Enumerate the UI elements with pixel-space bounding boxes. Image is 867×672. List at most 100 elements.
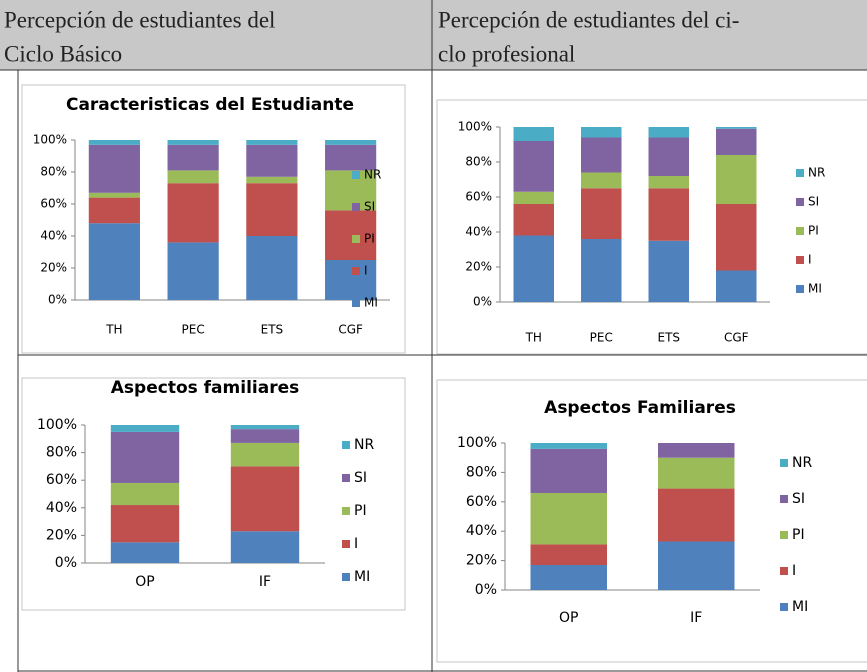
bar-segment — [167, 183, 219, 243]
x-tick-label: TH — [525, 331, 542, 345]
bar-segment — [167, 170, 219, 184]
bar-segment — [581, 172, 622, 189]
bar-segment — [88, 144, 140, 193]
bar-segment — [581, 127, 622, 138]
legend-swatch — [780, 459, 788, 467]
legend-swatch — [352, 235, 360, 243]
y-tick-label: 0% — [55, 555, 77, 571]
bar-segment — [716, 204, 757, 271]
y-tick-label: 40% — [46, 500, 77, 516]
legend-label: MI — [792, 599, 808, 615]
y-tick-label: 40% — [40, 229, 67, 243]
chart-frame — [436, 379, 867, 663]
legend-swatch — [342, 573, 350, 581]
bar-segment — [648, 127, 689, 138]
x-tick-label: ETS — [657, 331, 680, 345]
header-text: Percepción de estudiantes del — [4, 7, 275, 32]
x-tick-label: IF — [259, 574, 271, 590]
header-text: clo profesional — [438, 41, 575, 66]
legend-swatch — [342, 540, 350, 548]
bar-segment — [648, 188, 689, 241]
y-tick-label: 100% — [458, 120, 492, 134]
bar-segment — [513, 127, 554, 141]
x-tick-label: TH — [105, 323, 122, 337]
legend-label: MI — [808, 282, 822, 296]
bar-segment — [246, 144, 298, 177]
bar-segment — [716, 127, 757, 129]
legend-label: I — [808, 253, 812, 267]
bar-segment — [246, 183, 298, 236]
bar-segment — [658, 457, 735, 489]
legend-label: I — [792, 563, 796, 579]
legend-swatch — [796, 169, 804, 177]
bar-segment — [530, 492, 607, 545]
x-tick-label: IF — [690, 610, 702, 626]
legend-label: I — [364, 264, 368, 278]
chart-frame — [21, 84, 406, 354]
x-tick-label: PEC — [590, 331, 613, 345]
bar-segment — [325, 140, 377, 145]
bar-segment — [230, 466, 300, 532]
y-tick-label: 0% — [48, 293, 67, 307]
bar-segment — [230, 429, 300, 443]
bar-segment — [230, 442, 300, 467]
y-tick-label: 60% — [40, 197, 67, 211]
bar-segment — [648, 137, 689, 176]
legend-swatch — [780, 531, 788, 539]
legend-label: NR — [808, 166, 825, 180]
bar-segment — [88, 192, 140, 198]
bar-segment — [230, 531, 300, 563]
bar-segment — [167, 144, 219, 171]
y-tick-label: 80% — [466, 464, 497, 480]
bar-segment — [530, 443, 607, 449]
legend-swatch — [796, 256, 804, 264]
chart-title: Caracteristicas del Estudiante — [66, 95, 354, 115]
y-tick-label: 20% — [40, 261, 67, 275]
bar-segment — [88, 140, 140, 145]
bar-segment — [716, 155, 757, 204]
bar-segment — [581, 137, 622, 173]
bar-segment — [513, 191, 554, 204]
bar-segment — [88, 197, 140, 224]
header-text: Ciclo Básico — [4, 41, 122, 66]
bar-segment — [167, 242, 219, 300]
chart-title: Aspectos Familiares — [544, 398, 736, 418]
legend-swatch — [796, 227, 804, 235]
chart-frame — [436, 99, 867, 355]
x-tick-label: OP — [135, 574, 154, 590]
legend-swatch — [352, 203, 360, 211]
bar-segment — [716, 270, 757, 302]
header-row — [0, 0, 867, 70]
bar-segment — [88, 223, 140, 300]
bar-segment — [325, 170, 377, 211]
bar-segment — [648, 240, 689, 302]
legend-swatch — [780, 603, 788, 611]
bar-segment — [530, 565, 607, 590]
y-tick-label: 60% — [465, 190, 492, 204]
bar-segment — [110, 482, 180, 506]
y-tick-label: 20% — [465, 260, 492, 274]
chart-title: Aspectos familiares — [111, 378, 299, 398]
legend-label: NR — [792, 455, 812, 471]
y-tick-label: 0% — [475, 582, 497, 598]
bar-segment — [230, 425, 300, 430]
legend-swatch — [352, 267, 360, 275]
bar-segment — [658, 488, 735, 542]
bar-segment — [167, 140, 219, 145]
legend-label: SI — [808, 195, 819, 209]
chart-frame — [21, 377, 406, 611]
legend-label: SI — [364, 200, 375, 214]
bar-segment — [581, 188, 622, 239]
bar-segment — [110, 542, 180, 563]
x-tick-label: CGF — [338, 323, 363, 337]
legend-label: I — [354, 536, 358, 552]
bar-segment — [581, 239, 622, 302]
y-tick-label: 60% — [466, 494, 497, 510]
bar-segment — [246, 140, 298, 145]
legend-swatch — [780, 495, 788, 503]
bar-segment — [716, 128, 757, 155]
legend-swatch — [352, 299, 360, 307]
legend-label: MI — [354, 569, 370, 585]
legend-label: PI — [364, 232, 375, 246]
bar-segment — [110, 431, 180, 483]
